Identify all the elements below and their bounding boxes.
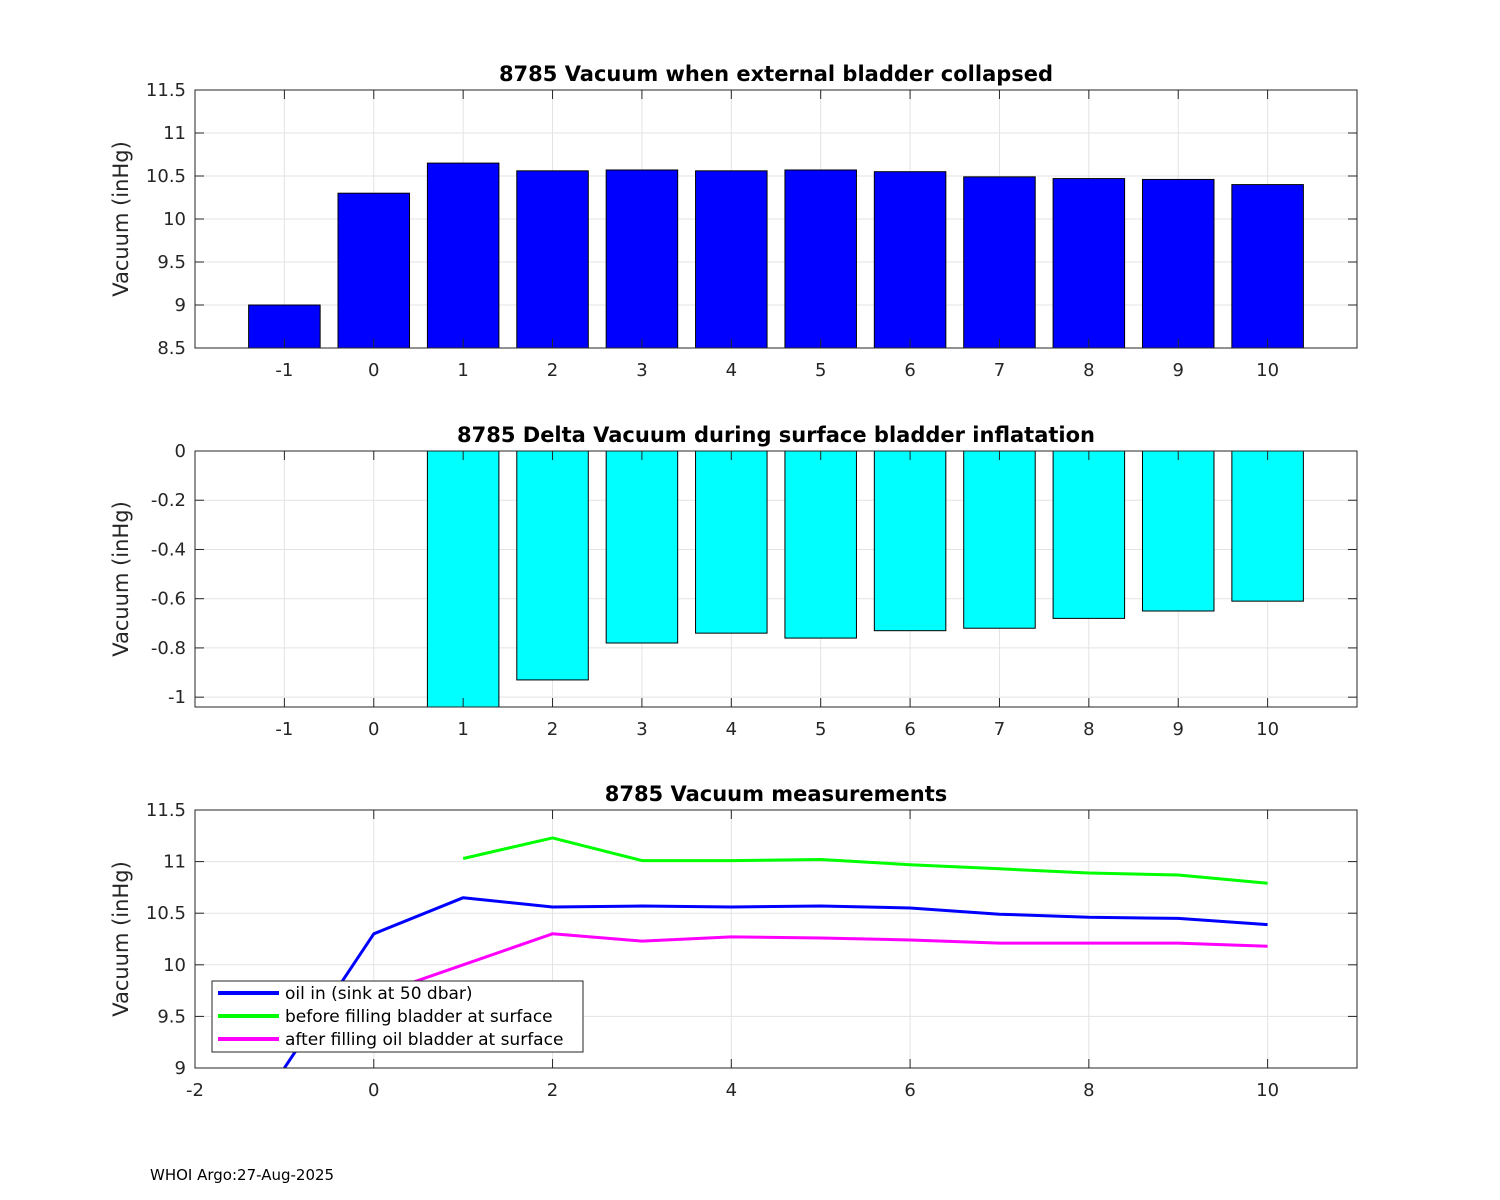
bar-10 xyxy=(1231,184,1304,349)
bar-3 xyxy=(605,169,679,349)
bar-0 xyxy=(337,192,411,349)
legend: oil in (sink at 50 dbar) before filling b… xyxy=(211,980,584,1053)
y-tick-label: 11 xyxy=(163,852,186,873)
bar-2 xyxy=(516,450,589,681)
x-tick-label: 5 xyxy=(815,719,826,740)
legend-label-2: after filling oil bladder at surface xyxy=(285,1030,563,1050)
y-tick-label: 9 xyxy=(175,1058,186,1079)
chart-title: 8785 Vacuum when external bladder collap… xyxy=(499,62,1053,86)
x-tick-label: 3 xyxy=(636,360,647,381)
y-tick-label: 9.5 xyxy=(157,252,186,273)
x-tick-label: 0 xyxy=(368,719,379,740)
bar-10 xyxy=(1231,450,1304,602)
x-tick-label: -1 xyxy=(275,719,293,740)
x-tick-label: 0 xyxy=(368,360,379,381)
bar-1 xyxy=(426,162,500,349)
x-tick-label: 4 xyxy=(726,719,737,740)
y-tick-label: 10 xyxy=(163,209,186,230)
bar-8 xyxy=(1052,178,1126,349)
y-tick-label: 10.5 xyxy=(146,166,186,187)
y-axis-label: Vacuum (inHg) xyxy=(109,501,133,657)
y-tick-label: -0.8 xyxy=(151,638,186,659)
y-tick-label: 0 xyxy=(175,441,186,462)
bar-7 xyxy=(963,450,1036,629)
y-axis-label: Vacuum (inHg) xyxy=(109,861,133,1017)
x-tick-label: 9 xyxy=(1173,719,1184,740)
x-tick-label: 0 xyxy=(368,1080,379,1101)
y-tick-label: 11.5 xyxy=(146,800,186,821)
y-tick-label: 11 xyxy=(163,123,186,144)
y-tick-label: 8.5 xyxy=(157,338,186,359)
x-tick-label: -2 xyxy=(186,1080,204,1101)
chart-vacuum-measurements: -2 0 2 4 6 8 10 9 9.5 10 10.5 11 11.5 8785 Vacuum mea… xyxy=(109,782,1358,1101)
x-tick-label: 7 xyxy=(994,360,1005,381)
series-line-0 xyxy=(283,896,1268,1068)
bar-6 xyxy=(873,450,947,632)
x-tick-label: 6 xyxy=(904,719,915,740)
series-line-1 xyxy=(462,836,1268,885)
y-tick-label: -0.2 xyxy=(151,490,186,511)
y-tick-label: 10 xyxy=(163,955,186,976)
y-axis-label: Vacuum (inHg) xyxy=(109,141,133,297)
y-tick-label: -0.4 xyxy=(151,539,186,560)
footer-credit: WHOI Argo:27-Aug-2025 xyxy=(150,1166,335,1184)
bar-3 xyxy=(605,450,679,644)
x-tick-label: 6 xyxy=(904,1080,915,1101)
bar-2 xyxy=(516,170,589,349)
x-tick-label: 5 xyxy=(815,360,826,381)
bar-4 xyxy=(695,170,768,349)
x-tick-label: 3 xyxy=(636,719,647,740)
bar-7 xyxy=(963,176,1036,349)
x-tick-label: 4 xyxy=(726,1080,737,1101)
x-tick-label: 7 xyxy=(994,719,1005,740)
x-tick-label: 2 xyxy=(547,360,558,381)
x-tick-label: 1 xyxy=(457,360,468,381)
series-line-2 xyxy=(283,932,1268,1029)
x-tick-label: 10 xyxy=(1256,1080,1279,1101)
x-tick-label: 6 xyxy=(904,360,915,381)
legend-label-0: oil in (sink at 50 dbar) xyxy=(285,984,473,1004)
x-tick-label: 1 xyxy=(457,719,468,740)
bar-4 xyxy=(695,450,768,634)
chart-vacuum-collapsed: -1 0 1 2 3 4 5 6 7 8 9 10 8.5 9 9.5 10 10.5 11 11.5 8785 Va… xyxy=(109,62,1358,381)
legend-label-1: before filling bladder at surface xyxy=(285,1007,553,1027)
y-tick-label: 9 xyxy=(175,295,186,316)
y-tick-label: 11.5 xyxy=(146,80,186,101)
x-tick-label: 8 xyxy=(1083,1080,1094,1101)
x-tick-label: 10 xyxy=(1256,719,1279,740)
bar-1 xyxy=(426,450,500,708)
bar-6 xyxy=(873,171,947,349)
x-tick-label: 9 xyxy=(1173,360,1184,381)
y-tick-label: 9.5 xyxy=(157,1006,186,1027)
bar-9 xyxy=(1141,178,1215,349)
bar-5 xyxy=(784,169,857,349)
axes-box xyxy=(194,450,1358,708)
axes-box xyxy=(194,809,1358,1069)
chart-title: 8785 Delta Vacuum during surface bladder… xyxy=(457,423,1095,447)
chart-delta-vacuum: -1 0 1 2 3 4 5 6 7 8 9 10 -1 -0.8 -0.6 -0.4 -0.2 0 8785 De… xyxy=(109,423,1358,740)
bar-8 xyxy=(1052,450,1126,619)
y-tick-label: -1 xyxy=(168,687,186,708)
bar-5 xyxy=(784,450,857,639)
x-tick-label: 8 xyxy=(1083,360,1094,381)
x-tick-label: -1 xyxy=(275,360,293,381)
y-tick-label: 10.5 xyxy=(146,903,186,924)
x-tick-label: 10 xyxy=(1256,360,1279,381)
series-lines xyxy=(283,836,1268,1068)
x-tick-label: 2 xyxy=(547,719,558,740)
x-tick-label: 2 xyxy=(547,1080,558,1101)
bar-9 xyxy=(1141,450,1215,612)
y-tick-label: -0.6 xyxy=(151,589,186,610)
x-tick-label: 8 xyxy=(1083,719,1094,740)
chart-title: 8785 Vacuum measurements xyxy=(605,782,948,806)
x-tick-label: 4 xyxy=(726,360,737,381)
